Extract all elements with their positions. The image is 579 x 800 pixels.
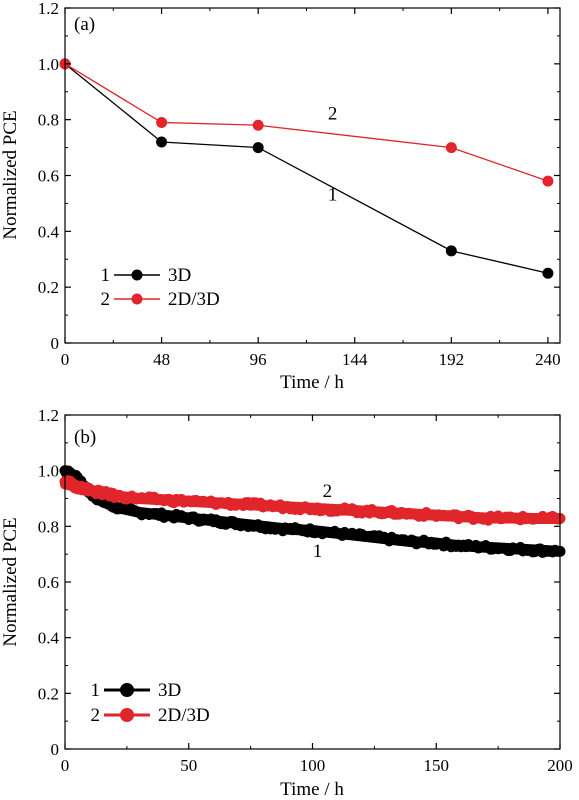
legend-marker xyxy=(131,269,143,281)
series-line xyxy=(64,63,549,274)
data-point xyxy=(552,546,563,557)
y-tick-label: 0.2 xyxy=(38,684,59,703)
x-tick-label: 96 xyxy=(250,350,267,369)
legend-number: 1 xyxy=(101,265,111,286)
y-tick-label: 1.2 xyxy=(38,406,59,425)
data-point xyxy=(542,175,554,187)
axes-frame-a xyxy=(64,7,561,344)
axes-frame xyxy=(64,414,561,750)
x-axis-title-b: Time / h xyxy=(280,779,344,800)
panel-label-b: (b) xyxy=(74,427,96,448)
panel-label-a: (a) xyxy=(74,14,95,35)
x-tick-label: 200 xyxy=(547,756,573,775)
annotations-a: 21 xyxy=(328,104,338,206)
legend-label: 3D xyxy=(168,265,191,286)
tick-layer-b: 0 50 100 150 200 0 0.2 0.4 0.6 0.8 1.0 1.2 xyxy=(38,406,573,775)
data-point xyxy=(552,514,563,525)
data-point xyxy=(156,116,168,128)
axes-frame xyxy=(64,7,561,344)
legend-marker xyxy=(120,708,134,722)
x-tick-label: 100 xyxy=(300,756,326,775)
y-axis-title-a: Normalized PCE xyxy=(0,110,21,239)
x-tick-label: 0 xyxy=(61,350,70,369)
y-tick-label: 0.2 xyxy=(38,278,59,297)
y-tick-label: 0 xyxy=(51,334,60,353)
legend-a: 1 3D 2 2D/3D xyxy=(101,265,220,310)
series-2d-3d xyxy=(59,475,566,526)
tick-layer-a: 0 48 96 144 192 240 0 0.2 0.4 0.6 0.8 1.0 1.2 xyxy=(38,0,561,369)
y-tick-label: 0.6 xyxy=(38,573,59,592)
legend-marker xyxy=(131,293,143,305)
x-tick-label: 48 xyxy=(153,350,170,369)
data-point xyxy=(252,119,264,131)
legend-label: 3D xyxy=(158,680,181,701)
series-layer-a xyxy=(59,58,554,279)
x-axis-title-a: Time / h xyxy=(280,372,344,393)
x-tick-label: 50 xyxy=(180,756,197,775)
chart-panel-b: 0 50 100 150 200 0 0.2 0.4 0.6 0.8 1.0 1.2 (b) Time… xyxy=(0,406,573,800)
series-number-annotation: 1 xyxy=(313,541,323,562)
x-tick-label: 144 xyxy=(342,350,368,369)
series-number-annotation: 2 xyxy=(323,481,333,502)
data-point xyxy=(445,142,457,154)
legend-number: 1 xyxy=(91,680,101,701)
legend-number: 2 xyxy=(101,289,111,310)
series-number-annotation: 1 xyxy=(328,185,338,206)
legend-number: 2 xyxy=(91,705,101,726)
y-tick-label: 0 xyxy=(51,740,60,759)
y-tick-label: 0.6 xyxy=(38,167,59,186)
x-tick-label: 0 xyxy=(61,756,70,775)
y-tick-label: 0.4 xyxy=(38,222,60,241)
x-tick-label: 150 xyxy=(424,756,450,775)
x-tick-label: 240 xyxy=(535,350,561,369)
x-tick-label: 192 xyxy=(439,350,465,369)
y-tick-label: 1.0 xyxy=(38,462,59,481)
y-tick-label: 1.0 xyxy=(38,55,59,74)
legend-label: 2D/3D xyxy=(168,289,220,310)
axes-frame-b xyxy=(64,414,561,750)
series-number-annotation: 2 xyxy=(328,104,338,125)
data-point xyxy=(156,136,168,148)
y-tick-label: 0.8 xyxy=(38,517,59,536)
series-2d-3d xyxy=(59,58,554,187)
legend-marker xyxy=(120,683,134,697)
y-axis-title-b: Normalized PCE xyxy=(0,517,21,646)
data-point xyxy=(542,267,554,279)
y-tick-label: 1.2 xyxy=(38,0,59,18)
data-point xyxy=(445,245,457,257)
y-tick-label: 0.8 xyxy=(38,111,59,130)
y-tick-label: 0.4 xyxy=(38,629,60,648)
data-point xyxy=(252,142,264,154)
chart-panel-a: 0 48 96 144 192 240 0 0.2 0.4 0.6 0.8 1.0 1.2 (a) Ti… xyxy=(0,0,561,393)
series-3d xyxy=(59,58,554,279)
legend-b: 1 3D 2 2D/3D xyxy=(91,680,210,726)
legend-label: 2D/3D xyxy=(158,705,210,726)
annotations-b: 21 xyxy=(313,481,332,562)
series-layer-b xyxy=(59,465,566,559)
